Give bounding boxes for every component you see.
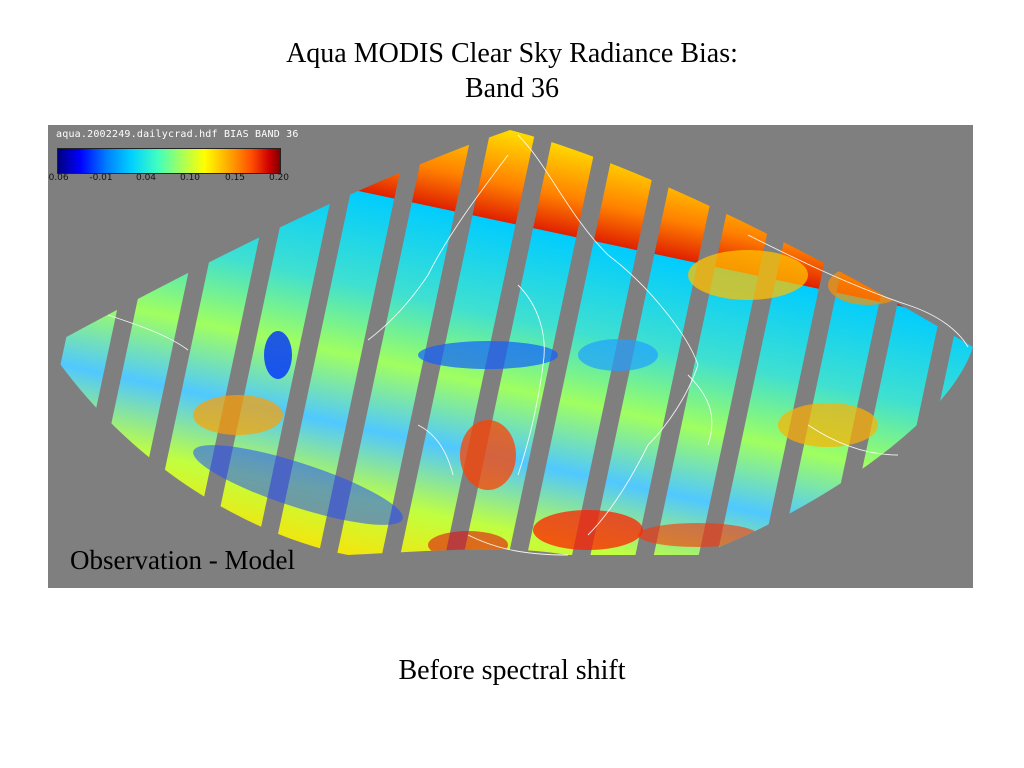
colorbar-tick: 0.15	[224, 173, 246, 183]
slide-title-line1: Aqua MODIS Clear Sky Radiance Bias:	[286, 38, 738, 69]
colorbar-tick: 0.10	[179, 173, 201, 183]
slide-title: Aqua MODIS Clear Sky Radiance Bias: Band…	[0, 36, 1024, 106]
observation-model-label: Observation - Model	[70, 545, 295, 575]
colorbar-tick: 0.04	[135, 173, 157, 183]
colorbar-tick: 0.20	[268, 173, 290, 183]
slide-title-line2: Band 36	[464, 73, 560, 104]
bias-map	[48, 130, 973, 556]
colorbar-tick: -0.01	[89, 173, 113, 183]
slide-caption: Before spectral shift	[398, 655, 626, 686]
file-label: aqua.2002249.dailycrad.hdf BIAS BAND 36	[56, 129, 299, 140]
colorbar	[57, 148, 281, 174]
coastlines	[107, 134, 969, 556]
colorbar-ticks: -0.06 -0.01 0.04 0.10 0.15 0.20	[48, 173, 308, 187]
colorbar-tick: -0.06	[48, 173, 69, 183]
swath-layer	[48, 130, 973, 555]
bias-map-panel: aqua.2002249.dailycrad.hdf BIAS BAND 36 …	[48, 125, 973, 588]
